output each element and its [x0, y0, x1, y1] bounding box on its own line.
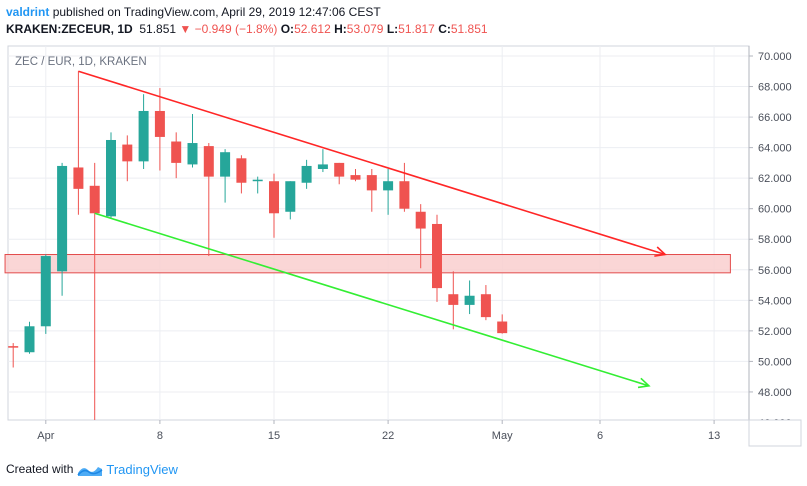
ohlc-open: O:52.612 — [280, 22, 331, 36]
ohlc-low: L:51.817 — [386, 22, 435, 36]
footer: Created with TradingView — [6, 459, 178, 479]
candle-body — [448, 294, 459, 305]
candle-body — [220, 152, 231, 177]
time-tick-label: 6 — [597, 430, 603, 442]
candles — [8, 71, 508, 420]
time-tick-label: May — [492, 430, 513, 442]
trend-lines[interactable] — [78, 70, 667, 389]
candle-body — [40, 256, 51, 327]
change-value: −0.949 (−1.8%) — [194, 22, 278, 36]
price-tick-label: 64.000 — [758, 143, 792, 155]
plot-area[interactable] — [7, 45, 750, 421]
candle-body — [171, 141, 182, 163]
time-tick-label: 22 — [382, 430, 394, 442]
candle-body — [399, 181, 410, 209]
price-tick-label: 52.000 — [758, 326, 792, 338]
last-price: 51.851 — [139, 22, 177, 36]
axis-corner — [748, 419, 802, 447]
tradingview-logo-icon — [77, 467, 103, 476]
resistance-trend-line[interactable] — [78, 70, 666, 256]
candle-body — [8, 346, 19, 348]
price-axis[interactable]: 70.000 68.000 66.000 64.000 62.000 60.000 58.0… — [749, 51, 792, 429]
candle-body — [317, 164, 328, 169]
support-trend-line-arrowhead — [637, 377, 651, 389]
candle-body — [415, 211, 426, 229]
resistance-trend-line-arrowhead — [654, 246, 667, 257]
price-tick-label: 48.000 — [758, 387, 792, 399]
candle-body — [334, 162, 345, 177]
candle-body — [24, 326, 35, 353]
candle-body — [57, 165, 68, 272]
created-with-text: Created with — [6, 462, 74, 476]
candle-body — [383, 181, 394, 191]
price-tick-label: 60.000 — [758, 204, 792, 216]
candle-body — [350, 175, 361, 180]
time-axis[interactable]: Apr 8 15 22 May 6 13 — [37, 420, 720, 442]
candle-body — [366, 175, 377, 191]
ohlc-high: H:53.079 — [334, 22, 384, 36]
published-text: published on TradingView.com, April 29, … — [52, 5, 381, 19]
tradingview-brand[interactable]: TradingView — [106, 461, 178, 477]
candle-body — [432, 223, 442, 289]
time-tick-label: 13 — [708, 430, 720, 442]
candle-body — [269, 181, 279, 214]
pane-symbol-label: ZEC / EUR, 1D, KRAKEN — [15, 56, 147, 68]
candle-body — [301, 165, 312, 183]
price-tick-label: 66.000 — [758, 112, 792, 124]
price-tick-label: 62.000 — [758, 173, 792, 185]
time-tick-label: Apr — [37, 430, 54, 442]
price-tick-label: 50.000 — [758, 356, 792, 368]
publish-line: valdrint published on TradingView.com, A… — [6, 4, 801, 21]
chart-header: valdrint published on TradingView.com, A… — [6, 4, 801, 38]
price-tick-label: 54.000 — [758, 295, 792, 307]
candle-body — [106, 139, 116, 217]
candle-body — [73, 167, 84, 189]
price-tick-label: 70.000 — [758, 51, 792, 63]
price-tick-label: 68.000 — [758, 82, 792, 94]
candle-body — [497, 321, 508, 334]
candle-body — [89, 185, 100, 214]
candle-body — [464, 295, 475, 305]
candle-body — [138, 110, 149, 162]
support-zone[interactable] — [4, 254, 731, 274]
legend-line: KRAKEN:ZECEUR, 1D 51.851 ▼ −0.949 (−1.8%… — [6, 21, 801, 38]
price-chart[interactable]: 70.000 68.000 66.000 64.000 62.000 60.000 58.0… — [0, 40, 807, 452]
candle-body — [203, 146, 214, 177]
candle-body — [285, 181, 296, 212]
down-arrow-icon: ▼ — [179, 22, 192, 36]
candle-body — [480, 294, 491, 318]
author-name[interactable]: valdrint — [6, 5, 50, 19]
support-trend-line[interactable] — [94, 212, 650, 387]
candle-body — [236, 158, 247, 183]
candle-body — [187, 143, 198, 165]
time-tick-label: 15 — [268, 430, 280, 442]
price-tick-label: 58.000 — [758, 234, 792, 246]
candle-body — [122, 144, 133, 162]
time-tick-label: 8 — [157, 430, 163, 442]
ohlc-close: C:51.851 — [438, 22, 488, 36]
candle-body — [252, 179, 263, 182]
symbol-label[interactable]: KRAKEN:ZECEUR, 1D — [6, 22, 133, 36]
candle-body — [154, 110, 165, 137]
support-zone-rect[interactable] — [4, 254, 731, 274]
price-tick-label: 56.000 — [758, 265, 792, 277]
